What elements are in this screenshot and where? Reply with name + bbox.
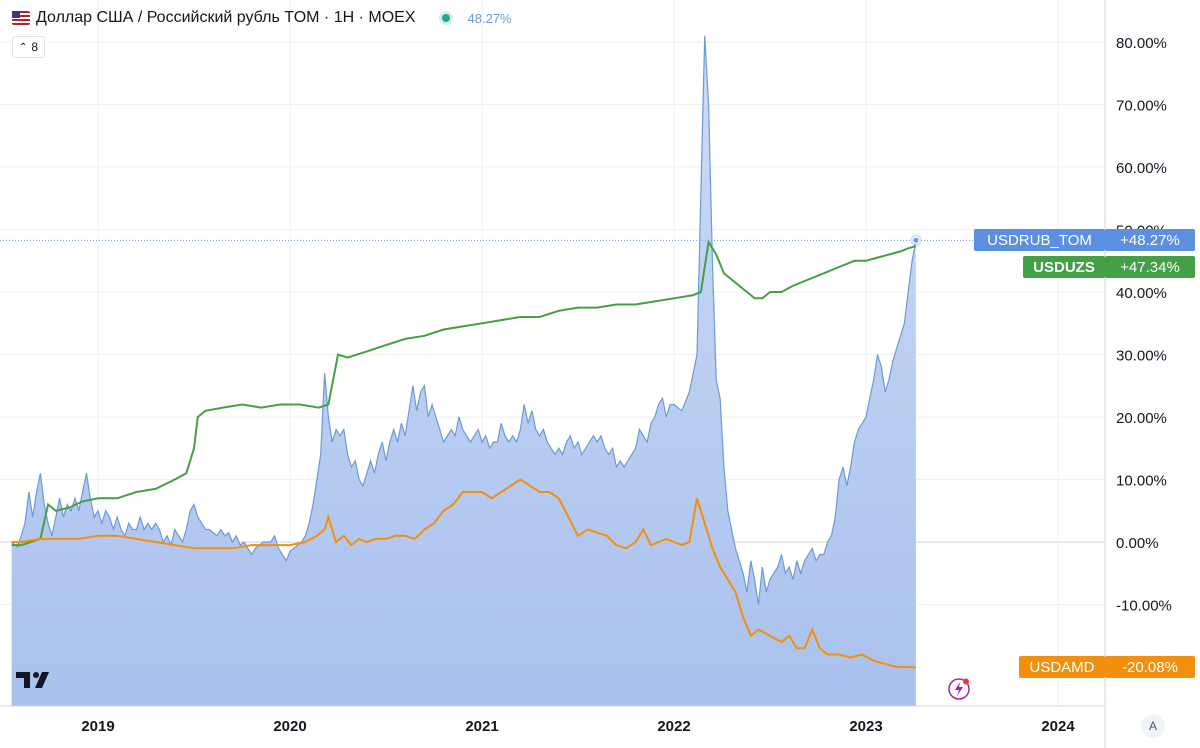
legend-count: 8 (31, 40, 39, 54)
chart-header: Доллар США / Российский рубль TOM · 1H ·… (12, 8, 512, 28)
series-value: +47.34% (1120, 259, 1180, 276)
us-flag-icon (12, 11, 30, 25)
series-label-usduzs: USDUZS +47.34% (1023, 256, 1195, 278)
x-tick-label: 2020 (273, 718, 306, 735)
market-status-icon (441, 14, 450, 22)
series-value-tag (1105, 256, 1195, 278)
y-tick-label: 30.00% (1116, 348, 1167, 365)
y-tick-label: 80.00% (1116, 35, 1167, 52)
y-tick-label: 10.00% (1116, 473, 1167, 490)
series-label-usdrub_tom: USDRUB_TOM +48.27% (974, 229, 1195, 251)
series-layer (0, 35, 1105, 707)
x-tick-label: 2022 (657, 718, 690, 735)
series-label-usdamd: USDAMD -20.08% (1019, 656, 1195, 678)
y-tick-label: -10.00% (1116, 598, 1172, 615)
legend-toggle-button[interactable]: ⌃ 8 (12, 36, 46, 58)
x-tick-label: 2023 (849, 718, 882, 735)
usdrub-line (11, 35, 917, 605)
symbol-title[interactable]: Доллар США / Российский рубль TOM · 1H ·… (36, 9, 416, 26)
series-name: USDRUB_TOM (987, 232, 1092, 249)
series-name: USDAMD (1029, 659, 1094, 676)
x-tick-label: 2021 (465, 718, 498, 735)
axes: 80.00%70.00%60.00%50.00%40.00%30.00%20.0… (0, 0, 1172, 748)
lightning-icon[interactable] (948, 678, 970, 700)
usdrub-area (11, 35, 916, 707)
x-tick-label: 2024 (1041, 718, 1075, 735)
header-percent: 48.27% (467, 10, 512, 26)
series-value-tag (1105, 656, 1195, 678)
chevron-up-icon: ⌃ (19, 41, 28, 53)
y-tick-label: 70.00% (1116, 98, 1167, 115)
auto-scale-button[interactable]: A (1141, 714, 1165, 738)
series-value: -20.08% (1122, 659, 1178, 676)
series-name-tag (974, 229, 1105, 251)
series-value: +48.27% (1120, 232, 1180, 249)
series-labels: USDRUB_TOM +48.27% USDUZS +47.34% USDAMD -20.… (974, 229, 1195, 678)
tradingview-logo-icon[interactable] (14, 668, 52, 695)
series-name: USDUZS (1033, 259, 1095, 276)
y-tick-label: 0.00% (1116, 535, 1159, 552)
series-name-tag (1019, 656, 1105, 678)
y-tick-label: 60.00% (1116, 160, 1167, 177)
series-name-tag (1023, 256, 1105, 278)
usdamd-line (11, 478, 916, 669)
last-point (912, 236, 920, 244)
y-tick-label: 40.00% (1116, 285, 1167, 302)
usduzs-line (11, 239, 917, 547)
x-tick-label: 2019 (81, 718, 114, 735)
series-value-tag (1105, 229, 1195, 251)
y-tick-label: 20.00% (1116, 410, 1167, 427)
